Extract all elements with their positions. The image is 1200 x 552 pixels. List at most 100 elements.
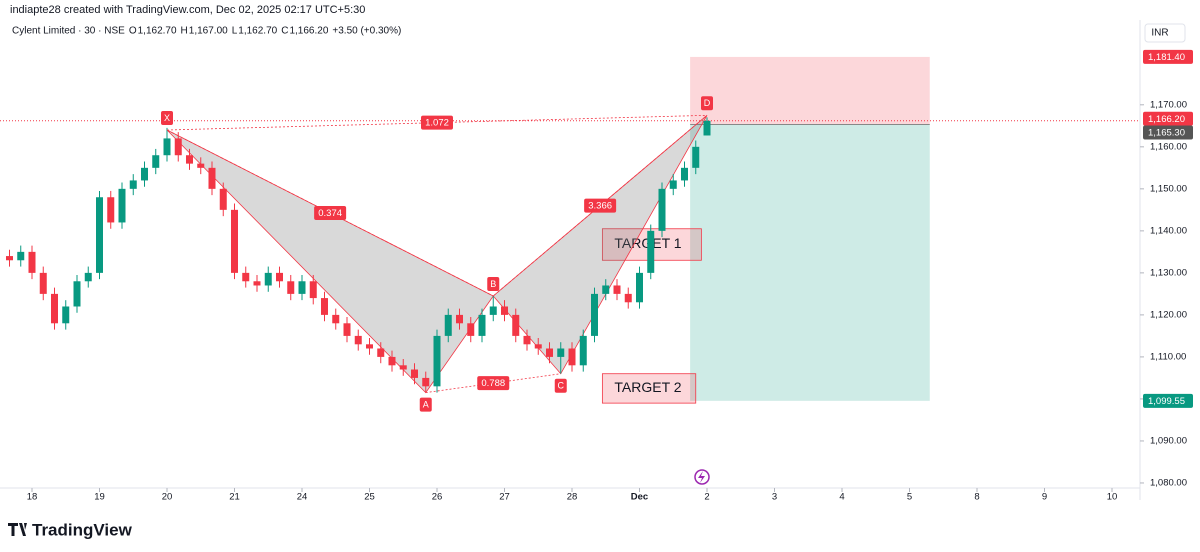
- candle-body: [399, 365, 407, 370]
- legend-text: L: [232, 26, 238, 37]
- event-icon: [694, 469, 710, 485]
- y-tick-label: 1,110.00: [1150, 351, 1186, 362]
- candle-body: [501, 306, 508, 315]
- candle-body: [512, 314, 520, 336]
- candle-body: [546, 348, 553, 357]
- candle-body: [242, 272, 250, 282]
- price-tag-label: 1,165.30: [1148, 128, 1185, 139]
- candle-body: [39, 272, 47, 294]
- point-label: X: [164, 113, 170, 123]
- candle-body: [703, 120, 711, 136]
- candle-body: [647, 230, 655, 273]
- x-tick-label: 25: [364, 492, 375, 503]
- price-tag-label: 1,099.55: [1148, 396, 1185, 407]
- candle-body: [568, 348, 576, 366]
- legend-text: Cylent Limited · 30 · NSE: [12, 26, 125, 37]
- ratio-label: 0.374: [318, 208, 342, 219]
- point-badge: [161, 111, 173, 126]
- point-badge: [487, 276, 500, 291]
- legend-text: O: [129, 26, 137, 37]
- candle-body: [219, 188, 227, 210]
- candle-body: [579, 335, 587, 366]
- point-label: A: [423, 399, 429, 409]
- candle-body: [636, 272, 643, 303]
- candle-body: [309, 281, 317, 299]
- point-label: C: [558, 381, 565, 391]
- ratio-badge: [477, 376, 510, 391]
- x-tick-label: 26: [432, 492, 443, 503]
- candle-body: [107, 197, 115, 223]
- point-badge: [419, 397, 432, 412]
- x-tick-label: 4: [839, 492, 844, 503]
- candle-body: [591, 293, 598, 336]
- legend-text: 1,162.70: [138, 26, 177, 37]
- candle-body: [51, 293, 58, 324]
- candle-body: [489, 306, 497, 315]
- candle-body: [28, 251, 36, 273]
- legend-text: 1,167.00: [189, 26, 228, 37]
- candle-body: [298, 281, 306, 294]
- logo: TradingView: [32, 520, 133, 539]
- candle-body: [287, 281, 295, 294]
- candle-body: [343, 323, 351, 336]
- x-tick-label: 9: [1042, 492, 1047, 503]
- y-tick-label: 1,170.00: [1150, 99, 1187, 110]
- x-tick-label: 18: [27, 492, 38, 503]
- candle-body: [658, 188, 666, 231]
- candle-body: [422, 377, 430, 387]
- legend-text: 1,162.70: [238, 26, 277, 37]
- candle-body: [96, 197, 103, 273]
- pattern-fill: [166, 129, 494, 394]
- candle-body: [118, 188, 126, 223]
- ratio-badge: [314, 206, 347, 220]
- y-tick-label: 1,130.00: [1150, 267, 1187, 278]
- candle-body: [681, 167, 688, 181]
- ratio-label: 1.072: [425, 118, 449, 129]
- x-tick-label: 5: [907, 492, 912, 503]
- candle-body: [197, 163, 205, 168]
- x-tick-label: 19: [94, 492, 105, 503]
- y-tick-label: 1,120.00: [1150, 309, 1187, 320]
- candle-body: [264, 272, 272, 286]
- target-label: TARGET 2: [614, 379, 681, 395]
- x-tick-label: 20: [162, 492, 173, 503]
- candle-body: [467, 323, 475, 336]
- candle-body: [62, 306, 70, 324]
- candle-body: [557, 348, 565, 357]
- candle-body: [332, 314, 340, 324]
- candle-body: [478, 314, 486, 336]
- candle-body: [523, 335, 531, 345]
- candle-body: [366, 344, 373, 349]
- currency: INR: [1151, 28, 1168, 39]
- candle-body: [433, 335, 441, 387]
- candle-body: [186, 155, 193, 164]
- price-tag-label: 1,166.20: [1148, 114, 1185, 125]
- candle-body: [411, 369, 418, 378]
- point-badge: [701, 96, 713, 111]
- legend-text: +3.50 (+0.30%): [332, 26, 401, 37]
- target-zone: [690, 124, 930, 401]
- candle-body: [613, 285, 621, 294]
- ratio-line: [166, 129, 494, 297]
- stop-zone: [690, 56, 930, 125]
- candle-body: [602, 285, 610, 294]
- price-tag-label: 1,181.40: [1148, 52, 1185, 63]
- x-tick-label: 8: [974, 492, 979, 503]
- candle-body: [231, 209, 238, 273]
- x-tick-label: 21: [229, 492, 240, 503]
- x-tick-label: 3: [772, 492, 777, 503]
- candle-body: [208, 167, 216, 189]
- legend-text: H: [181, 26, 188, 37]
- candle-body: [129, 180, 137, 189]
- x-tick-label: Dec: [631, 492, 648, 503]
- candle-body: [84, 272, 92, 282]
- target-box: [601, 373, 697, 404]
- price-tag: [1143, 125, 1193, 140]
- candle-body: [377, 348, 385, 357]
- legend-text: 1,166.20: [289, 26, 328, 37]
- candle-body: [534, 344, 542, 349]
- ratio-label: 0.788: [481, 378, 505, 389]
- ratio-label: 3.366: [588, 201, 612, 212]
- y-tick-label: 1,090.00: [1150, 435, 1187, 446]
